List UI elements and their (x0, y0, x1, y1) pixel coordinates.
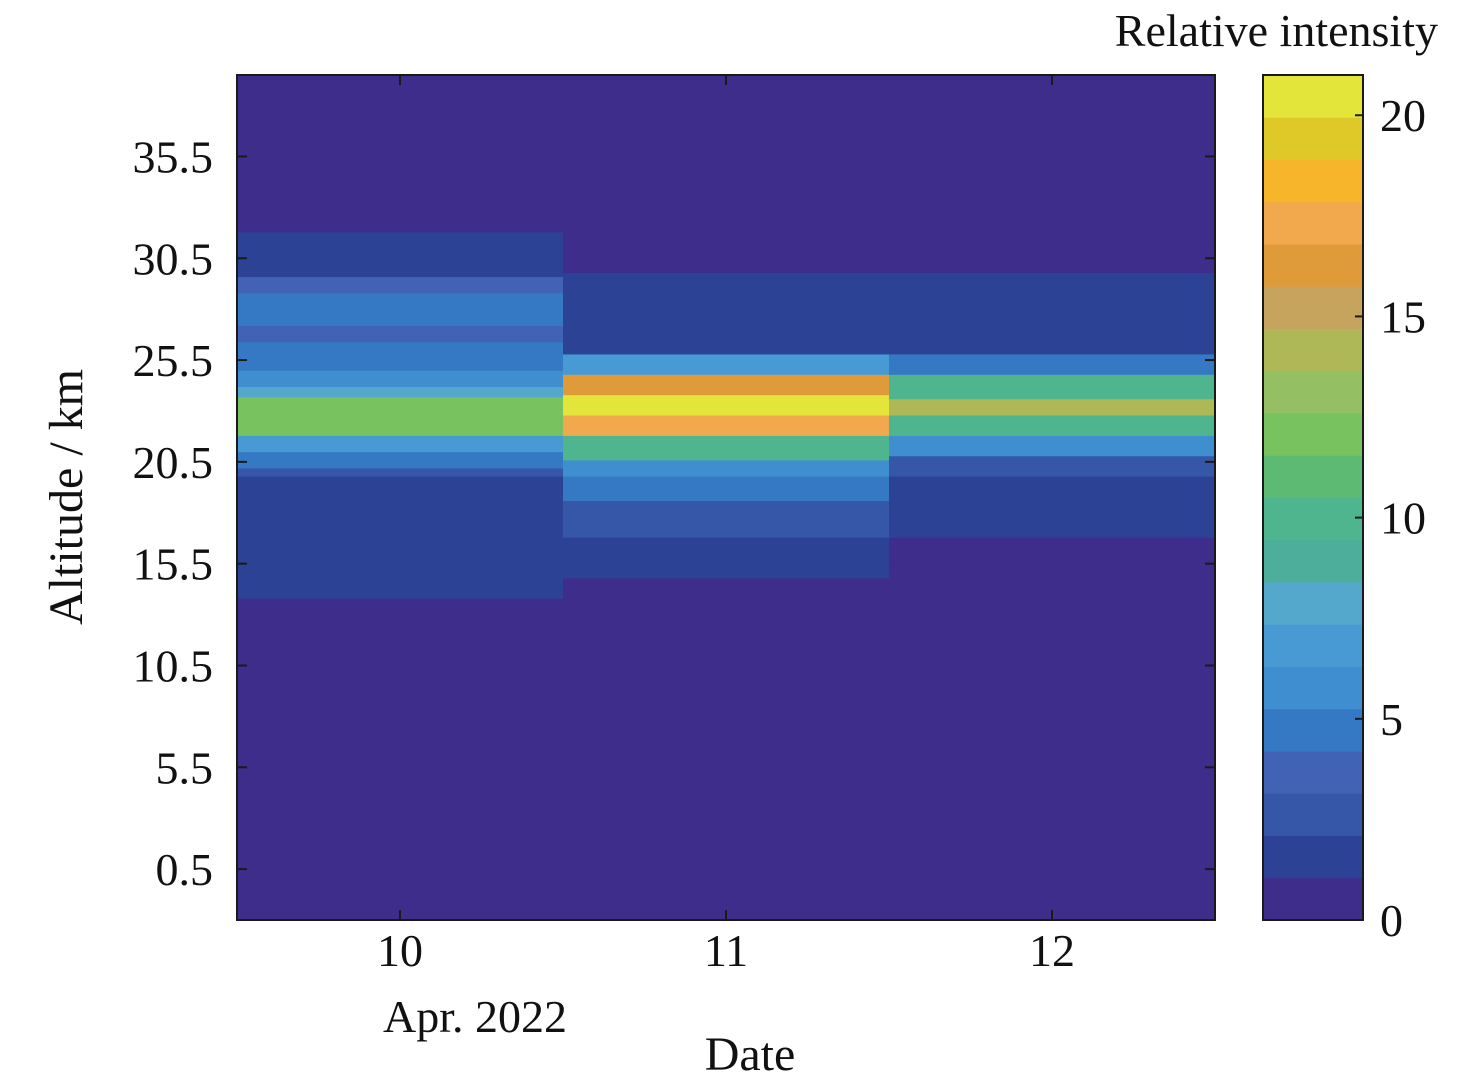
colorbar-tick-label: 5 (1380, 694, 1403, 745)
colorbar-tick-label: 15 (1380, 291, 1426, 342)
heatmap-cell-10-1 (237, 476, 564, 599)
x-tick-label: 12 (1029, 925, 1075, 976)
heatmap-cell-11-10 (563, 272, 890, 355)
x-axis-title: Date (705, 1028, 796, 1081)
colorbar-band-13 (1263, 328, 1363, 372)
colorbar (1263, 75, 1363, 921)
colorbar-band-15 (1263, 244, 1363, 287)
y-tick-label: 30.5 (133, 233, 214, 284)
colorbar-ticks: 0 5 10 15 20 (1355, 90, 1426, 946)
colorbar-band-1 (1263, 835, 1363, 879)
colorbar-band-2 (1263, 793, 1363, 836)
colorbar-band-16 (1263, 201, 1363, 245)
heatmap-cell-12-2 (889, 476, 1216, 538)
y-tick-label: 5.5 (156, 742, 214, 793)
y-axis-title: Altitude / km (40, 369, 93, 625)
heatmap-cell-12-10 (889, 239, 1216, 274)
heatmap-cell-12-5 (889, 415, 1216, 436)
heatmap-cell-12-8 (889, 353, 1216, 375)
x-axis-ticks: 10 11 12 (377, 75, 1075, 976)
heatmap-cell-11-5 (563, 435, 890, 461)
colorbar-tick-label: 0 (1380, 895, 1403, 946)
heatmap-cell-11-3 (563, 476, 890, 502)
colorbar-band-18 (1263, 117, 1363, 160)
heatmap-cell-12-7 (889, 374, 1216, 400)
y-tick-label: 20.5 (133, 437, 214, 488)
y-tick-label: 15.5 (133, 539, 214, 590)
heatmap-cell-12-6 (889, 398, 1216, 416)
x-tick-label: 10 (377, 925, 423, 976)
colorbar-band-6 (1263, 624, 1363, 667)
heatmap-cell-10-3 (237, 451, 564, 469)
heatmap-cell-10-12 (237, 231, 564, 278)
heatmap-cell-10-5 (237, 396, 564, 436)
colorbar-band-4 (1263, 708, 1363, 752)
colorbar-band-9 (1263, 497, 1363, 541)
heatmap-cell-12-4 (889, 435, 1216, 457)
heatmap-cell-10-2 (237, 467, 564, 477)
heatmap-cells (237, 75, 1216, 921)
colorbar-band-3 (1263, 751, 1363, 794)
heatmap-cell-10-11 (237, 276, 564, 294)
heatmap-cell-11-11 (563, 239, 890, 274)
y-tick-label: 0.5 (156, 844, 214, 895)
colorbar-frame (1262, 74, 1364, 921)
heatmap-cell-11-2 (563, 500, 890, 538)
colorbar-band-14 (1263, 286, 1363, 329)
x-secondary-label: Apr. 2022 (383, 991, 567, 1042)
heatmap-cell-10-4 (237, 435, 564, 453)
heatmap-cell-11-12 (563, 75, 890, 241)
heatmap-cell-11-4 (563, 459, 890, 477)
heatmap-cell-11-0 (563, 577, 890, 921)
heatmap-cell-11-6 (563, 415, 890, 436)
heatmap-cell-12-3 (889, 455, 1216, 477)
colorbar-band-0 (1263, 877, 1363, 921)
heatmap-cell-12-0 (889, 561, 1216, 921)
heatmap-cell-11-1 (563, 537, 890, 579)
heatmap-cell-10-10 (237, 292, 564, 326)
colorbar-band-12 (1263, 370, 1363, 414)
heatmap-cell-10-7 (237, 370, 564, 388)
colorbar-band-11 (1263, 413, 1363, 456)
y-tick-label: 10.5 (133, 640, 214, 691)
heatmap-cell-11-9 (563, 353, 890, 375)
colorbar-band-17 (1263, 159, 1363, 203)
heatmap-cell-12-11 (889, 75, 1216, 241)
heatmap-cell-10-13 (237, 215, 564, 233)
y-axis-ticks: 0.5 5.5 10.5 15.5 20.5 25.5 30.5 35.5 (133, 131, 1215, 895)
heatmap-cell-10-9 (237, 325, 564, 343)
heatmap-cell-10-0 (237, 598, 564, 921)
heatmap-cell-12-9 (889, 272, 1216, 355)
y-tick-label: 25.5 (133, 335, 214, 386)
colorbar-tick-label: 10 (1380, 493, 1426, 544)
colorbar-band-5 (1263, 666, 1363, 710)
colorbar-tick-label: 20 (1380, 90, 1426, 141)
colorbar-band-8 (1263, 539, 1363, 583)
y-tick-label: 35.5 (133, 131, 214, 182)
heatmap-cell-10-14 (237, 75, 564, 216)
heatmap-cell-10-6 (237, 386, 564, 398)
colorbar-band-10 (1263, 455, 1363, 498)
heatmap-cell-10-8 (237, 341, 564, 371)
heatmap-cell-11-7 (563, 394, 890, 416)
colorbar-title: Relative intensity (1115, 5, 1438, 56)
x-tick-label: 11 (704, 925, 748, 976)
heatmap-cell-11-8 (563, 374, 890, 396)
heatmap-cell-12-1 (889, 537, 1216, 563)
colorbar-band-7 (1263, 582, 1363, 625)
colorbar-band-19 (1263, 75, 1363, 118)
